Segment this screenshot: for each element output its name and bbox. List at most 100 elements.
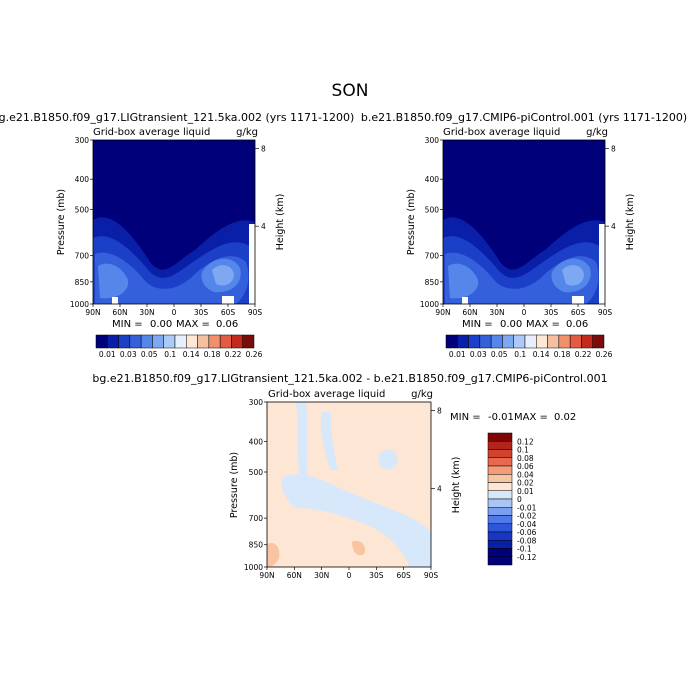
right-height-tick-label: 4 [611,222,616,231]
left-max-value: 0.06 [216,319,238,330]
right-terrain-mask-2 [572,296,584,304]
left-colorbar-swatch [174,334,187,349]
left-x-tick-label: 0 [172,308,177,317]
right-height-tick-label: 8 [611,144,616,153]
left-panel: bg.e21.B1850.f09_g17.LIGtransient_121.5k… [0,111,354,359]
left-y-tick-label: 500 [75,206,90,215]
difference-max-label: MAX = [514,412,548,423]
left-colorbar-label: 0.22 [225,350,242,359]
difference-colorbar-swatch [487,449,513,458]
left-x-tick-label: 60S [221,308,236,317]
difference-y-tick-label: 850 [249,541,264,550]
left-colorbar-label: 0.03 [120,350,137,359]
right-colorbar-swatch [502,334,514,349]
left-colorbar-label: 0.1 [164,350,176,359]
difference-height-tick-label: 4 [437,485,442,494]
difference-colorbar-label: -0.12 [517,553,537,562]
left-colorbar-swatch [163,334,176,349]
left-colorbar-swatch [152,334,164,349]
difference-colorbar-swatch [487,498,513,508]
right-colorbar-label: 0.18 [554,350,571,359]
left-colorbar-swatch [140,334,153,349]
difference-contour-field [267,402,431,567]
right-colorbar-swatch [479,334,492,349]
difference-colorbar-swatch [487,465,513,475]
right-colorbar-swatch [547,334,560,349]
difference-min-label: MIN = [450,412,481,423]
difference-colorbar-label: -0.08 [517,536,537,545]
right-colorbar-swatch [490,334,503,349]
difference-panel-variable: Grid-box average liquid [268,389,385,400]
left-colorbar-swatch [186,334,198,349]
right-colorbar-swatch [592,334,605,349]
difference-colorbar-label: -0.02 [517,512,537,521]
left-colorbar-swatch [118,334,131,349]
difference-colorbar-swatch [487,540,513,549]
difference-y-tick-label: 400 [249,437,264,446]
left-terrain-mask-2 [222,296,234,304]
left-max-label: MAX = [176,319,210,330]
left-colorbar-swatch [129,334,142,349]
left-colorbar-label: 0.18 [204,350,221,359]
right-colorbar-label: 0.26 [596,350,613,359]
difference-colorbar-label: -0.06 [517,528,537,537]
difference-panel-title: bg.e21.B1850.f09_g17.LIGtransient_121.5k… [92,372,607,385]
left-panel-variable: Grid-box average liquid [93,127,210,138]
left-contour-level-4a [98,263,129,299]
left-right-axis-label: Height (km) [275,194,286,251]
right-y-tick-label: 500 [425,206,440,215]
right-min-value: 0.00 [500,319,522,330]
left-min-label: MIN = [112,319,143,330]
difference-x-tick-label: 30N [314,571,329,580]
right-y-tick-label: 1000 [420,300,439,309]
left-contour-field [93,140,255,304]
right-terrain-mask-3 [599,224,605,304]
difference-colorbar-swatch [487,507,513,516]
left-y-tick-label: 850 [75,278,90,287]
right-colorbar-label: 0.1 [514,350,526,359]
difference-panel-units: g/kg [411,389,433,400]
left-colorbar-swatch [208,334,221,349]
difference-colorbar-swatch [487,432,513,442]
left-colorbar-swatch [107,334,119,349]
difference-y-tick-label: 500 [249,468,264,477]
left-min-value: 0.00 [150,319,172,330]
difference-colorbar-swatch [487,515,513,524]
right-colorbar-label: 0.14 [533,350,550,359]
difference-y-tick-label: 300 [249,398,264,407]
difference-negative-region-4 [378,449,398,470]
left-x-tick-label: 30N [139,308,154,317]
right-y-axis-label: Pressure (mb) [406,189,417,255]
difference-colorbar-label: -0.1 [517,545,532,554]
right-x-tick-label: 90S [598,308,613,317]
difference-negative-region-2 [320,412,338,470]
difference-colorbar-label: -0.04 [517,520,537,529]
difference-positive-region-1 [267,542,280,567]
right-axis-ticks: 90N 60N 30N 0 30S 60S 90S 300 400 500 700 850 1000 8 4 [420,136,616,317]
difference-colorbar-label: -0.01 [517,503,537,512]
difference-colorbar-swatch [487,490,513,500]
left-height-tick-label: 8 [261,144,266,153]
difference-colorbar-swatch [487,531,513,541]
left-terrain-mask-1 [112,297,118,304]
left-colorbar-label: 0.14 [183,350,200,359]
right-colorbar-label: 0.22 [575,350,592,359]
right-panel-units: g/kg [586,127,608,138]
right-panel: b.e21.B1850.f09_g17.CMIP6-piControl.001 … [361,111,687,359]
right-y-tick-label: 300 [425,136,440,145]
difference-panel: bg.e21.B1850.f09_g17.LIGtransient_121.5k… [92,372,607,580]
difference-colorbar-swatch [487,474,513,483]
right-colorbar-swatch [581,334,593,349]
left-panel-units: g/kg [236,127,258,138]
left-axis-ticks: 90N 60N 30N 0 30S 60S 90S 300 400 500 700 850 1000 8 4 [70,136,266,317]
difference-positive-region-2 [352,540,366,556]
difference-colorbar-label: 0.1 [517,446,529,455]
difference-colorbar-label: 0.01 [517,487,534,496]
right-right-axis-label: Height (km) [625,194,636,251]
difference-colorbar-swatch [487,548,513,557]
difference-y-axis-label: Pressure (mb) [229,452,240,518]
difference-x-tick-label: 30S [369,571,384,580]
left-y-tick-label: 1000 [70,300,89,309]
difference-colorbar-label: 0.06 [517,462,534,471]
left-x-tick-label: 30S [194,308,209,317]
